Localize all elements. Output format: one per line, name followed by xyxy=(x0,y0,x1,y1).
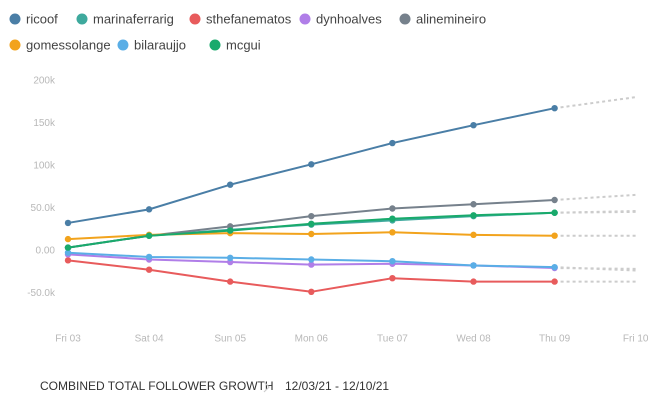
data-point xyxy=(389,139,396,147)
data-point xyxy=(551,105,558,112)
data-point xyxy=(64,219,72,227)
x-tick-label: Tue 07 xyxy=(377,334,408,345)
y-tick-label: 0.00 xyxy=(36,246,56,257)
legend-swatch xyxy=(209,39,221,51)
data-point xyxy=(145,232,153,239)
footer-title: COMBINED TOTAL FOLLOWER GROWTH xyxy=(40,379,274,393)
data-point xyxy=(551,278,558,285)
data-point xyxy=(308,288,315,295)
data-point xyxy=(308,230,315,238)
data-point xyxy=(308,220,315,227)
y-tick-label: 150k xyxy=(33,118,56,129)
legend-label: mcgui xyxy=(226,37,261,52)
data-point xyxy=(308,256,315,263)
data-point xyxy=(389,258,396,265)
legend-label: ricoof xyxy=(26,11,58,26)
data-point xyxy=(389,229,396,236)
data-point xyxy=(389,215,396,222)
chevron-icon xyxy=(263,381,270,393)
x-tick-label: Thu 09 xyxy=(539,334,571,345)
data-point xyxy=(551,209,558,216)
legend-swatch xyxy=(76,13,88,25)
data-point xyxy=(227,181,234,188)
data-point xyxy=(227,254,234,261)
data-point xyxy=(308,261,315,268)
x-tick-label: Mon 06 xyxy=(295,334,329,345)
legend-label: bilaraujjo xyxy=(134,37,186,52)
data-point xyxy=(64,244,72,251)
legend-swatch xyxy=(189,13,201,25)
legend-swatch xyxy=(9,13,21,25)
legend-label: sthefanematos xyxy=(206,11,292,26)
data-point xyxy=(551,263,558,271)
y-tick-label: -50.0k xyxy=(27,288,56,299)
legend-label: dynhoalves xyxy=(316,11,382,26)
x-tick-label: Sun 05 xyxy=(214,334,246,345)
legend-swatch xyxy=(117,39,129,51)
legend-swatch xyxy=(299,13,311,25)
data-point xyxy=(227,278,234,285)
data-point xyxy=(470,278,477,285)
data-point xyxy=(470,262,477,269)
x-tick-label: Sat 04 xyxy=(135,334,164,345)
x-tick-label: Wed 08 xyxy=(456,334,491,345)
projection-line xyxy=(554,210,636,214)
data-point xyxy=(470,122,477,129)
data-point xyxy=(227,227,234,234)
x-tick-label: Fri 03 xyxy=(55,334,81,345)
data-point xyxy=(308,212,315,220)
projection-line xyxy=(554,96,636,110)
legend-label: marinaferrarig xyxy=(93,11,174,26)
data-point xyxy=(551,232,558,239)
data-point xyxy=(308,161,315,168)
data-point xyxy=(64,249,72,256)
data-point xyxy=(389,205,396,212)
legend-swatch xyxy=(9,39,21,51)
projection-line xyxy=(554,266,636,272)
data-point xyxy=(389,275,396,282)
data-point xyxy=(145,266,153,273)
data-point xyxy=(64,257,72,264)
date-range[interactable]: 12/03/21 - 12/10/21 xyxy=(285,379,389,393)
data-point xyxy=(470,201,477,208)
legend-label: alinemineiro xyxy=(416,11,486,26)
data-point xyxy=(551,196,558,204)
data-point xyxy=(145,253,153,261)
data-point xyxy=(470,231,477,239)
x-tick-label: Fri 10 xyxy=(623,334,649,345)
data-point xyxy=(64,235,72,243)
y-tick-label: 100k xyxy=(33,161,56,172)
projection-line xyxy=(554,193,636,201)
y-tick-label: 200k xyxy=(33,76,56,87)
legend-label: gomessolange xyxy=(26,37,111,52)
data-point xyxy=(470,212,477,219)
data-point xyxy=(145,206,153,213)
y-tick-label: 50.0k xyxy=(31,203,56,214)
legend-swatch xyxy=(399,13,411,25)
